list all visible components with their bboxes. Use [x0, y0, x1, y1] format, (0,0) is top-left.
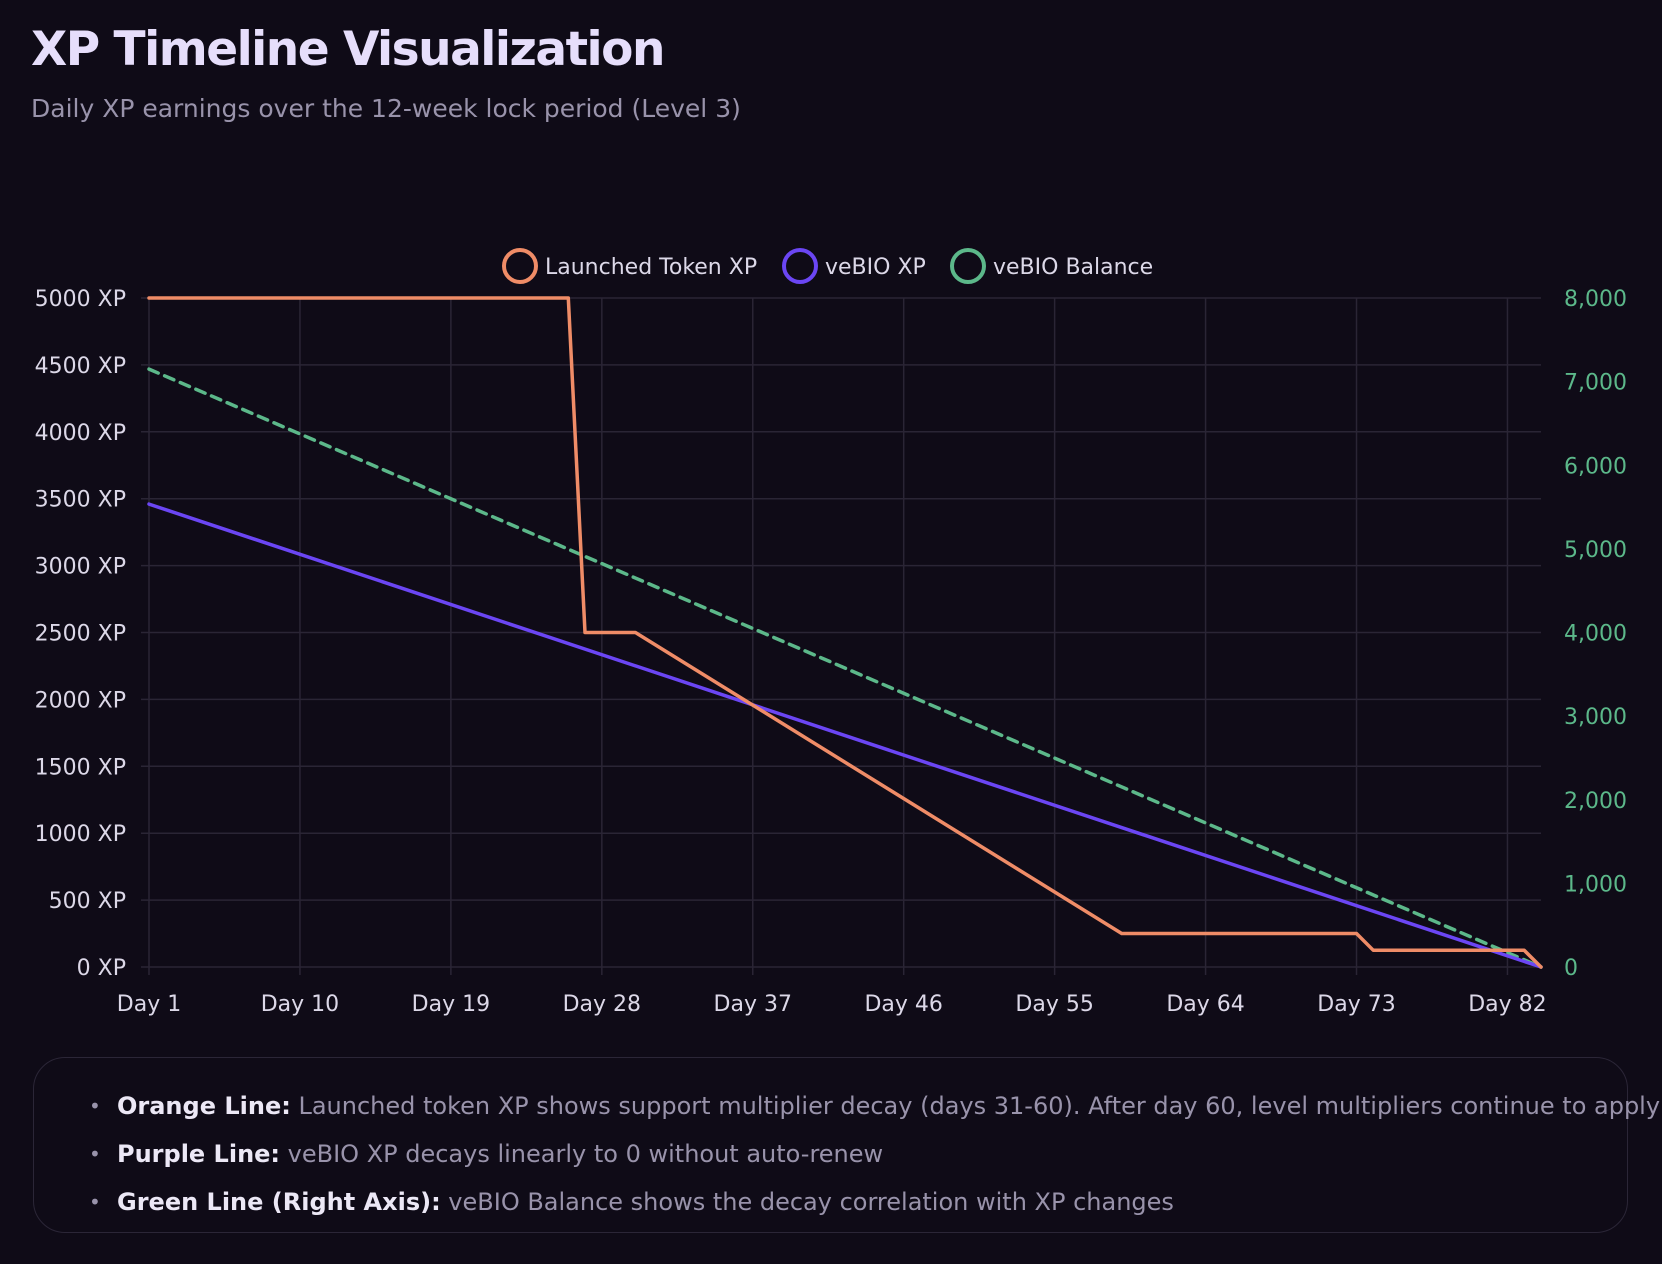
- y-left-tick-label: 2500 XP: [35, 622, 126, 647]
- x-tick-label: Day 46: [864, 992, 942, 1017]
- y-left-tick-label: 1000 XP: [35, 822, 126, 847]
- note-text: veBIO Balance shows the decay correlatio…: [440, 1188, 1174, 1216]
- note-label: Purple Line:: [117, 1140, 281, 1168]
- x-tick-label: Day 37: [714, 992, 792, 1017]
- legend-swatch-launched-token-xp[interactable]: [502, 248, 538, 284]
- y-left-tick-label: 2000 XP: [35, 688, 126, 713]
- series-line-launched-token-xp: [147, 296, 1543, 969]
- y-left-tick-label: 3500 XP: [35, 488, 126, 513]
- note-label: Orange Line:: [117, 1092, 291, 1120]
- chart-notes-panel: Orange Line: Launched token XP shows sup…: [33, 1057, 1660, 1233]
- x-tick-label: Day 28: [563, 992, 641, 1017]
- legend-label[interactable]: Launched Token XP: [545, 255, 757, 280]
- legend-swatch-vebio-xp[interactable]: [782, 248, 818, 284]
- x-tick-label: Day 10: [261, 992, 339, 1017]
- x-tick-label: Day 64: [1166, 992, 1244, 1017]
- xp-timeline-chart: Day 1 Day 10 Day 19 Day 28 Day 37 Day 46 Day 5…: [35, 248, 1627, 1017]
- y-right-tick-label: 3,000: [1564, 705, 1627, 730]
- legend-label[interactable]: veBIO XP: [825, 255, 926, 280]
- y-right-tick-label: 2,000: [1564, 789, 1627, 814]
- legend-swatch-vebio-balance[interactable]: [950, 248, 986, 284]
- x-tick-label: Day 1: [117, 992, 181, 1017]
- y-left-tick-label: 0 XP: [77, 956, 126, 981]
- note-text: Launched token XP shows support multipli…: [290, 1092, 1661, 1120]
- series-line-vebio-xp: [147, 502, 1543, 969]
- y-right-tick-label: 4,000: [1564, 622, 1627, 647]
- page-title: XP Timeline Visualization: [31, 22, 665, 77]
- y-left-tick-label: 4000 XP: [35, 421, 126, 446]
- note-orange-line: Orange Line: Launched token XP shows sup…: [82, 1082, 1660, 1130]
- y-right-tick-label: 8,000: [1564, 287, 1627, 312]
- y-left-tick-label: 3000 XP: [35, 555, 126, 580]
- y-right-tick-label: 1,000: [1564, 872, 1627, 897]
- x-tick-label: Day 19: [412, 992, 490, 1017]
- note-text: veBIO XP decays linearly to 0 without au…: [280, 1140, 884, 1168]
- page-subtitle: Daily XP earnings over the 12-week lock …: [31, 94, 741, 123]
- y-right-tick-label: 5,000: [1564, 538, 1627, 563]
- note-green-line: Green Line (Right Axis): veBIO Balance s…: [82, 1178, 1627, 1226]
- x-tick-label: Day 73: [1317, 992, 1395, 1017]
- y-right-tick-label: 0: [1564, 956, 1578, 981]
- y-left-tick-label: 1500 XP: [35, 755, 126, 780]
- series-line-vebio-balance: [147, 367, 1543, 969]
- x-tick-label: Day 55: [1015, 992, 1093, 1017]
- y-right-tick-label: 6,000: [1564, 454, 1627, 479]
- y-left-tick-label: 5000 XP: [35, 287, 126, 312]
- legend-label[interactable]: veBIO Balance: [993, 255, 1153, 280]
- x-tick-label: Day 82: [1468, 992, 1546, 1017]
- y-right-tick-label: 7,000: [1564, 371, 1627, 396]
- y-left-tick-label: 4500 XP: [35, 354, 126, 379]
- note-label: Green Line (Right Axis):: [117, 1188, 441, 1216]
- note-purple-line: Purple Line: veBIO XP decays linearly to…: [82, 1130, 1627, 1178]
- y-left-tick-label: 500 XP: [49, 889, 126, 914]
